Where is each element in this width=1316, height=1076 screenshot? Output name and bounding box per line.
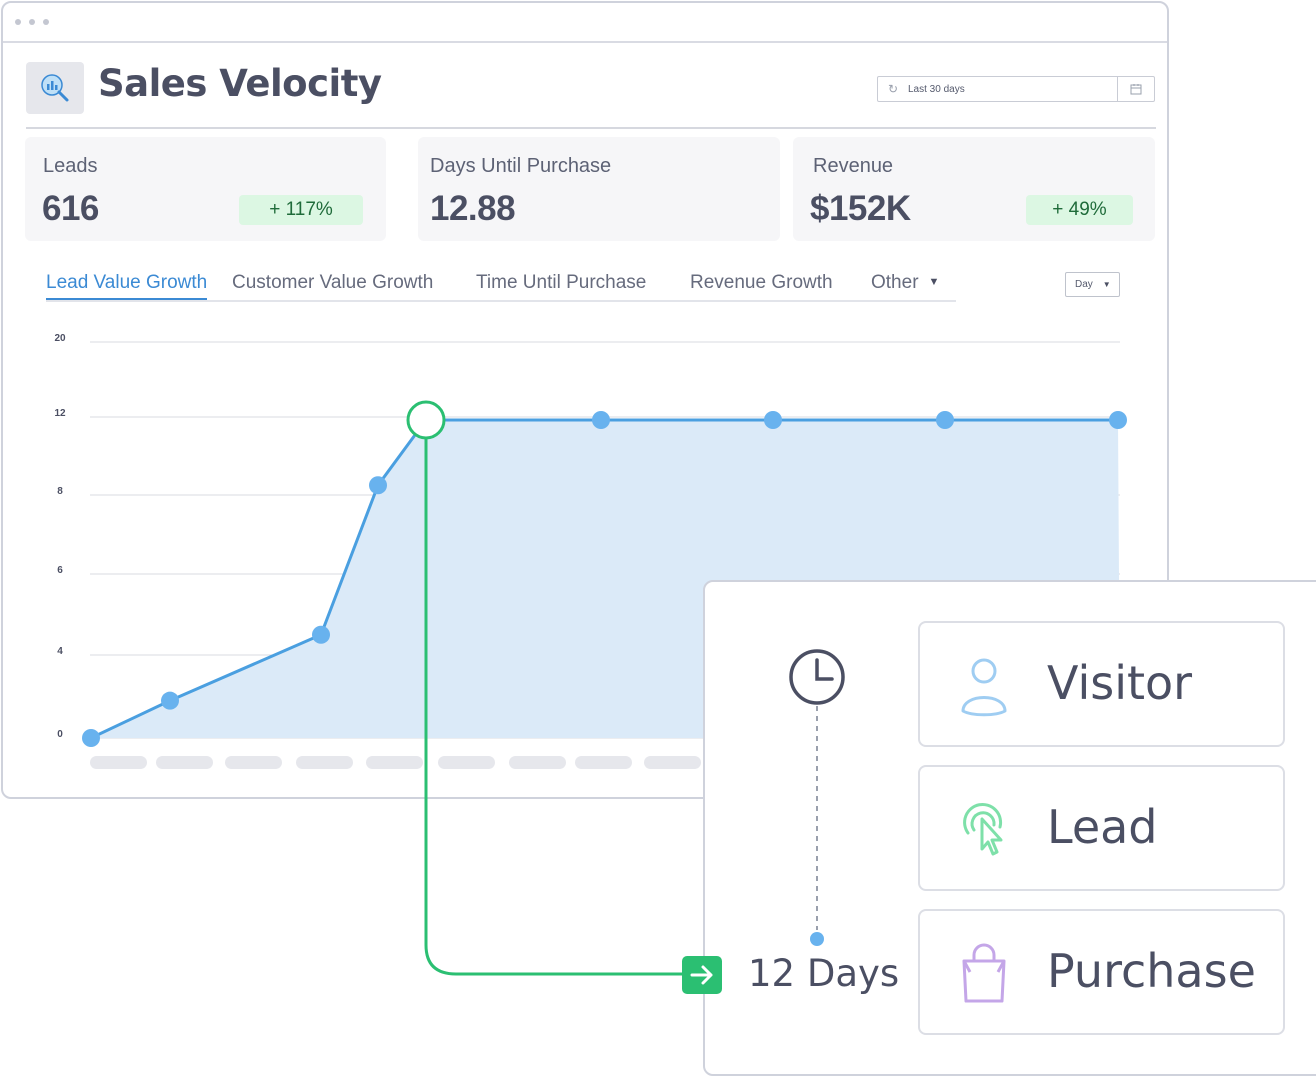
x-tick-placeholder — [438, 756, 495, 769]
metric-change-badge: + 49% — [1026, 195, 1133, 225]
chart-tabs: Lead Value Growth Customer Value Growth … — [46, 272, 956, 302]
tab-other[interactable]: Other ▼ — [871, 272, 939, 294]
x-tick-placeholder — [575, 756, 632, 769]
data-point[interactable] — [82, 729, 100, 747]
chart-search-icon — [26, 62, 84, 114]
y-tick-label: 0 — [57, 729, 63, 740]
header-divider — [26, 127, 1156, 129]
stage-label: Visitor — [1047, 656, 1193, 710]
data-point[interactable] — [369, 476, 387, 495]
y-tick-label: 8 — [57, 486, 63, 497]
caret-down-icon: ▼ — [928, 276, 940, 288]
highlight-point[interactable] — [406, 400, 446, 440]
window-dot-icon — [43, 19, 49, 25]
shopping-bag-icon — [962, 943, 1006, 1003]
window-dot-icon — [29, 19, 35, 25]
stage-label: Purchase — [1047, 944, 1256, 998]
x-tick-placeholder — [644, 756, 701, 769]
tab-customer-value-growth[interactable]: Customer Value Growth — [232, 272, 434, 293]
x-tick-placeholder — [509, 756, 566, 769]
metric-change-badge: + 117% — [239, 195, 363, 225]
y-tick-label: 4 — [57, 646, 63, 657]
stage-label: Lead — [1047, 800, 1158, 854]
metric-label: Revenue — [813, 155, 894, 177]
data-point[interactable] — [1109, 411, 1127, 429]
x-tick-placeholder — [296, 756, 353, 769]
y-tick-label: 6 — [57, 565, 63, 576]
x-tick-placeholder — [225, 756, 282, 769]
metric-card-days-until-purchase: Days Until Purchase 12.88 — [418, 137, 780, 241]
refresh-icon[interactable]: ↻ — [887, 82, 899, 96]
date-range-label: Last 30 days — [908, 83, 965, 95]
metric-value: 616 — [42, 189, 99, 228]
granularity-value: Day — [1075, 279, 1093, 290]
stage-lead: Lead — [918, 765, 1285, 891]
metric-value: 12.88 — [430, 189, 516, 228]
page-title: Sales Velocity — [98, 62, 382, 105]
metric-label: Days Until Purchase — [430, 155, 612, 177]
tab-other-label: Other — [871, 272, 919, 293]
x-tick-placeholder — [366, 756, 423, 769]
date-range-picker[interactable]: ↻ Last 30 days — [877, 76, 1155, 102]
tab-lead-value-growth[interactable]: Lead Value Growth — [46, 272, 208, 300]
tab-time-until-purchase[interactable]: Time Until Purchase — [476, 272, 647, 293]
y-tick-label: 12 — [54, 408, 66, 419]
data-point[interactable] — [764, 411, 782, 429]
stage-visitor: Visitor — [918, 621, 1285, 747]
data-point[interactable] — [592, 411, 610, 429]
x-tick-placeholder — [90, 756, 147, 769]
stage-purchase: Purchase — [918, 909, 1285, 1035]
y-tick-label: 20 — [54, 333, 66, 344]
data-point[interactable] — [312, 625, 330, 644]
metric-label: Leads — [43, 155, 98, 177]
x-tick-placeholder — [156, 756, 213, 769]
data-point[interactable] — [936, 411, 954, 429]
metric-value: $152K — [810, 189, 911, 228]
metric-card-leads: Leads 616 + 117% — [25, 137, 386, 241]
caret-down-icon: ▼ — [1102, 280, 1111, 289]
duration-label: 12 Days — [748, 952, 900, 995]
cursor-click-icon — [963, 803, 1003, 856]
user-icon — [961, 658, 1007, 717]
metric-card-revenue: Revenue $152K + 49% — [793, 137, 1155, 241]
tab-revenue-growth[interactable]: Revenue Growth — [690, 272, 833, 293]
data-point[interactable] — [161, 691, 179, 710]
journey-connector — [424, 420, 684, 976]
window-titlebar — [3, 3, 1167, 43]
granularity-select[interactable]: Day ▼ — [1065, 272, 1120, 297]
calendar-icon[interactable] — [1117, 77, 1154, 101]
window-dot-icon — [15, 19, 21, 25]
